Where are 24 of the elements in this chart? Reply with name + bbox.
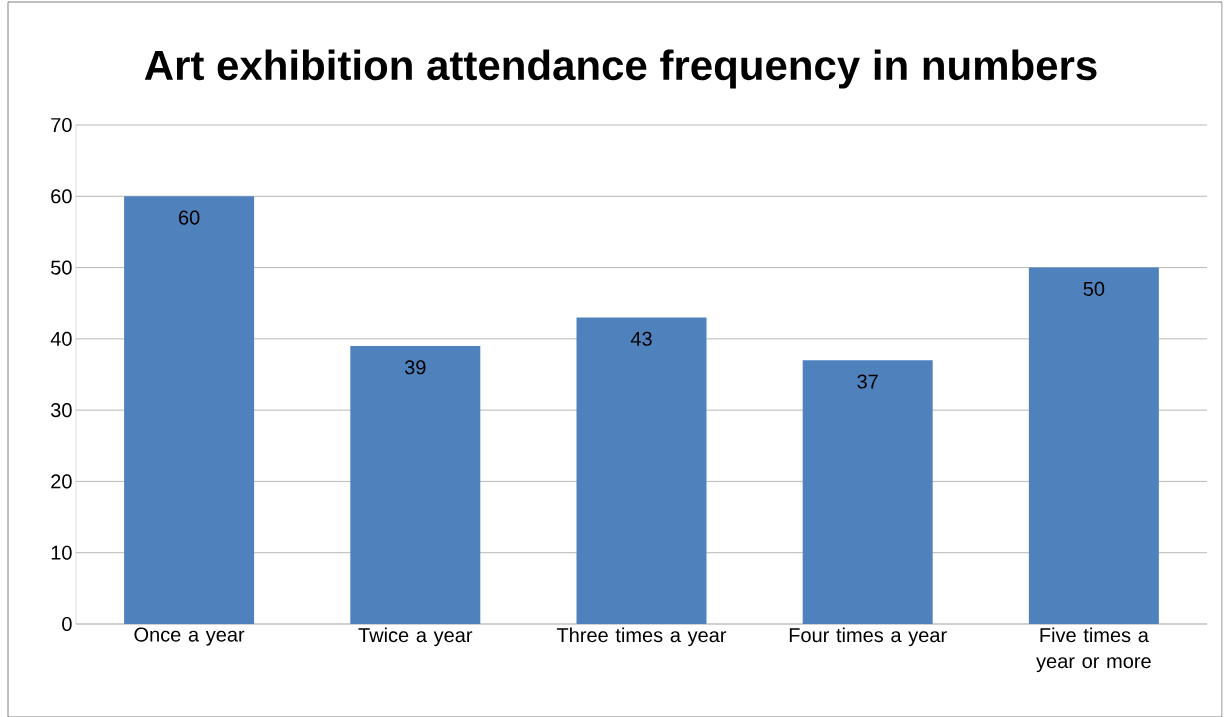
x-tick-label: Twice a year <box>358 627 473 646</box>
y-tick-label: 30 <box>51 402 72 417</box>
y-tick-label: 20 <box>51 474 72 489</box>
y-tick-label: 10 <box>51 545 72 560</box>
data-label: 50 <box>1083 281 1105 296</box>
x-tick-label: Once a year <box>134 627 245 646</box>
chart-title: Art exhibition attendance frequency in numbers <box>144 49 1097 89</box>
x-tick-label: Three times a year <box>556 627 727 646</box>
bar <box>124 196 255 624</box>
bar <box>1028 267 1159 624</box>
y-tick-label: 70 <box>51 117 72 132</box>
data-label: 39 <box>404 359 426 375</box>
data-label: 60 <box>179 210 200 225</box>
y-tick-label: 50 <box>51 260 72 275</box>
data-label: 37 <box>857 374 878 389</box>
x-tick-label: Five times a year or more <box>1036 627 1151 672</box>
y-tick-label: 0 <box>62 616 72 631</box>
bar <box>576 317 707 624</box>
bar <box>350 345 481 624</box>
x-tick-label: Four times a year <box>789 627 947 646</box>
data-label: 43 <box>630 331 652 346</box>
bar <box>802 360 933 624</box>
y-tick-label: 60 <box>51 188 72 204</box>
y-tick-label: 40 <box>50 331 72 346</box>
